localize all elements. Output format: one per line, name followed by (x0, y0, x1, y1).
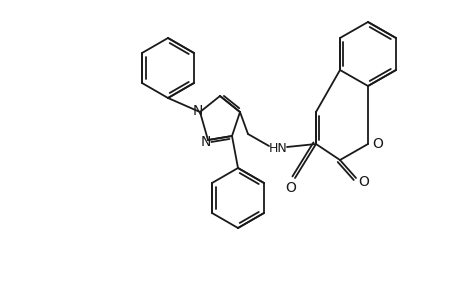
Text: O: O (372, 137, 383, 151)
Text: O: O (358, 175, 369, 189)
Text: HN: HN (268, 142, 287, 154)
Text: N: N (201, 135, 211, 149)
Text: N: N (192, 104, 203, 118)
Text: O: O (285, 181, 296, 195)
